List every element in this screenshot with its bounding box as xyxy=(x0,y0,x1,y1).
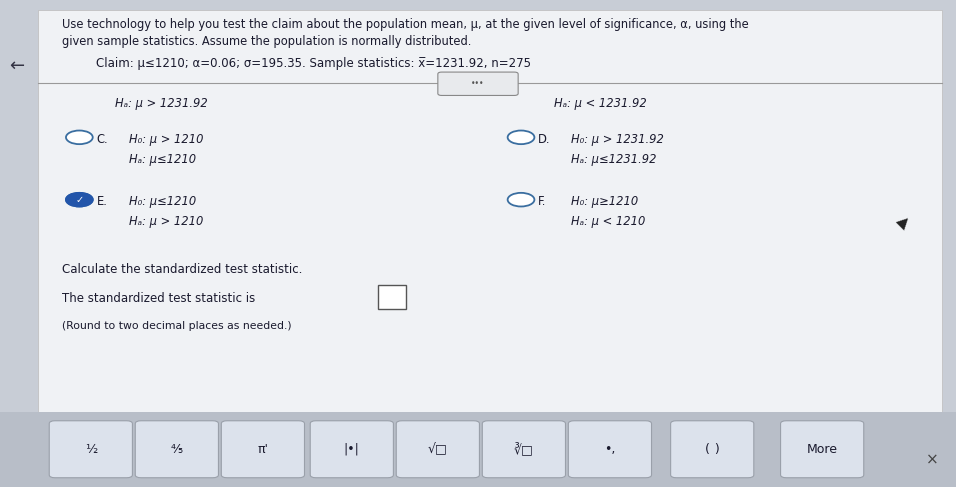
Text: •,: •, xyxy=(604,443,616,456)
FancyBboxPatch shape xyxy=(483,421,566,478)
FancyBboxPatch shape xyxy=(0,412,956,487)
Circle shape xyxy=(66,131,93,144)
Text: •••: ••• xyxy=(471,79,485,88)
Text: π': π' xyxy=(257,443,269,456)
Circle shape xyxy=(66,193,93,206)
Text: H₀: μ > 1231.92: H₀: μ > 1231.92 xyxy=(571,133,663,146)
Text: Hₐ: μ < 1231.92: Hₐ: μ < 1231.92 xyxy=(554,97,647,111)
FancyBboxPatch shape xyxy=(310,421,394,478)
FancyBboxPatch shape xyxy=(397,421,480,478)
Text: Hₐ: μ≤1231.92: Hₐ: μ≤1231.92 xyxy=(571,153,656,167)
Text: Hₐ: μ≤1210: Hₐ: μ≤1210 xyxy=(129,153,196,167)
FancyBboxPatch shape xyxy=(38,10,942,412)
Circle shape xyxy=(508,193,534,206)
Text: (Round to two decimal places as needed.): (Round to two decimal places as needed.) xyxy=(62,321,292,332)
FancyBboxPatch shape xyxy=(378,285,406,309)
Text: ×: × xyxy=(926,452,939,468)
Text: ▲: ▲ xyxy=(894,212,913,231)
FancyBboxPatch shape xyxy=(670,421,753,478)
FancyBboxPatch shape xyxy=(50,421,132,478)
FancyBboxPatch shape xyxy=(136,421,218,478)
Text: √□: √□ xyxy=(428,443,447,456)
Text: Hₐ: μ < 1210: Hₐ: μ < 1210 xyxy=(571,215,645,228)
Text: D.: D. xyxy=(538,133,551,146)
Text: Hₐ: μ > 1231.92: Hₐ: μ > 1231.92 xyxy=(115,97,207,111)
Text: E.: E. xyxy=(97,195,107,208)
Text: More: More xyxy=(807,443,837,456)
FancyBboxPatch shape xyxy=(222,421,304,478)
Text: ∛□: ∛□ xyxy=(514,442,533,456)
FancyBboxPatch shape xyxy=(438,72,518,95)
Text: Hₐ: μ > 1210: Hₐ: μ > 1210 xyxy=(129,215,204,228)
Text: H₀: μ≤1210: H₀: μ≤1210 xyxy=(129,195,196,208)
Text: H₀: μ > 1210: H₀: μ > 1210 xyxy=(129,133,204,146)
FancyBboxPatch shape xyxy=(780,421,863,478)
Text: ½: ½ xyxy=(85,443,97,456)
Text: Use technology to help you test the claim about the population mean, μ, at the g: Use technology to help you test the clai… xyxy=(62,18,749,31)
Circle shape xyxy=(508,131,534,144)
Text: ✓: ✓ xyxy=(76,195,83,205)
Text: |•|: |•| xyxy=(344,443,359,456)
Text: F.: F. xyxy=(538,195,547,208)
Text: Calculate the standardized test statistic.: Calculate the standardized test statisti… xyxy=(62,263,302,276)
Text: given sample statistics. Assume the population is normally distributed.: given sample statistics. Assume the popu… xyxy=(62,35,471,48)
Text: ⅘: ⅘ xyxy=(171,443,183,456)
Text: ←: ← xyxy=(10,57,25,75)
Text: (  ): ( ) xyxy=(705,443,720,456)
Text: C.: C. xyxy=(97,133,108,146)
Text: The standardized test statistic is: The standardized test statistic is xyxy=(62,292,255,305)
Text: H₀: μ≥1210: H₀: μ≥1210 xyxy=(571,195,638,208)
Text: Claim: μ≤1210; α=0.06; σ=195.35. Sample statistics: x̅=1231.92, n=275: Claim: μ≤1210; α=0.06; σ=195.35. Sample … xyxy=(96,57,531,71)
Circle shape xyxy=(66,193,93,206)
FancyBboxPatch shape xyxy=(568,421,652,478)
